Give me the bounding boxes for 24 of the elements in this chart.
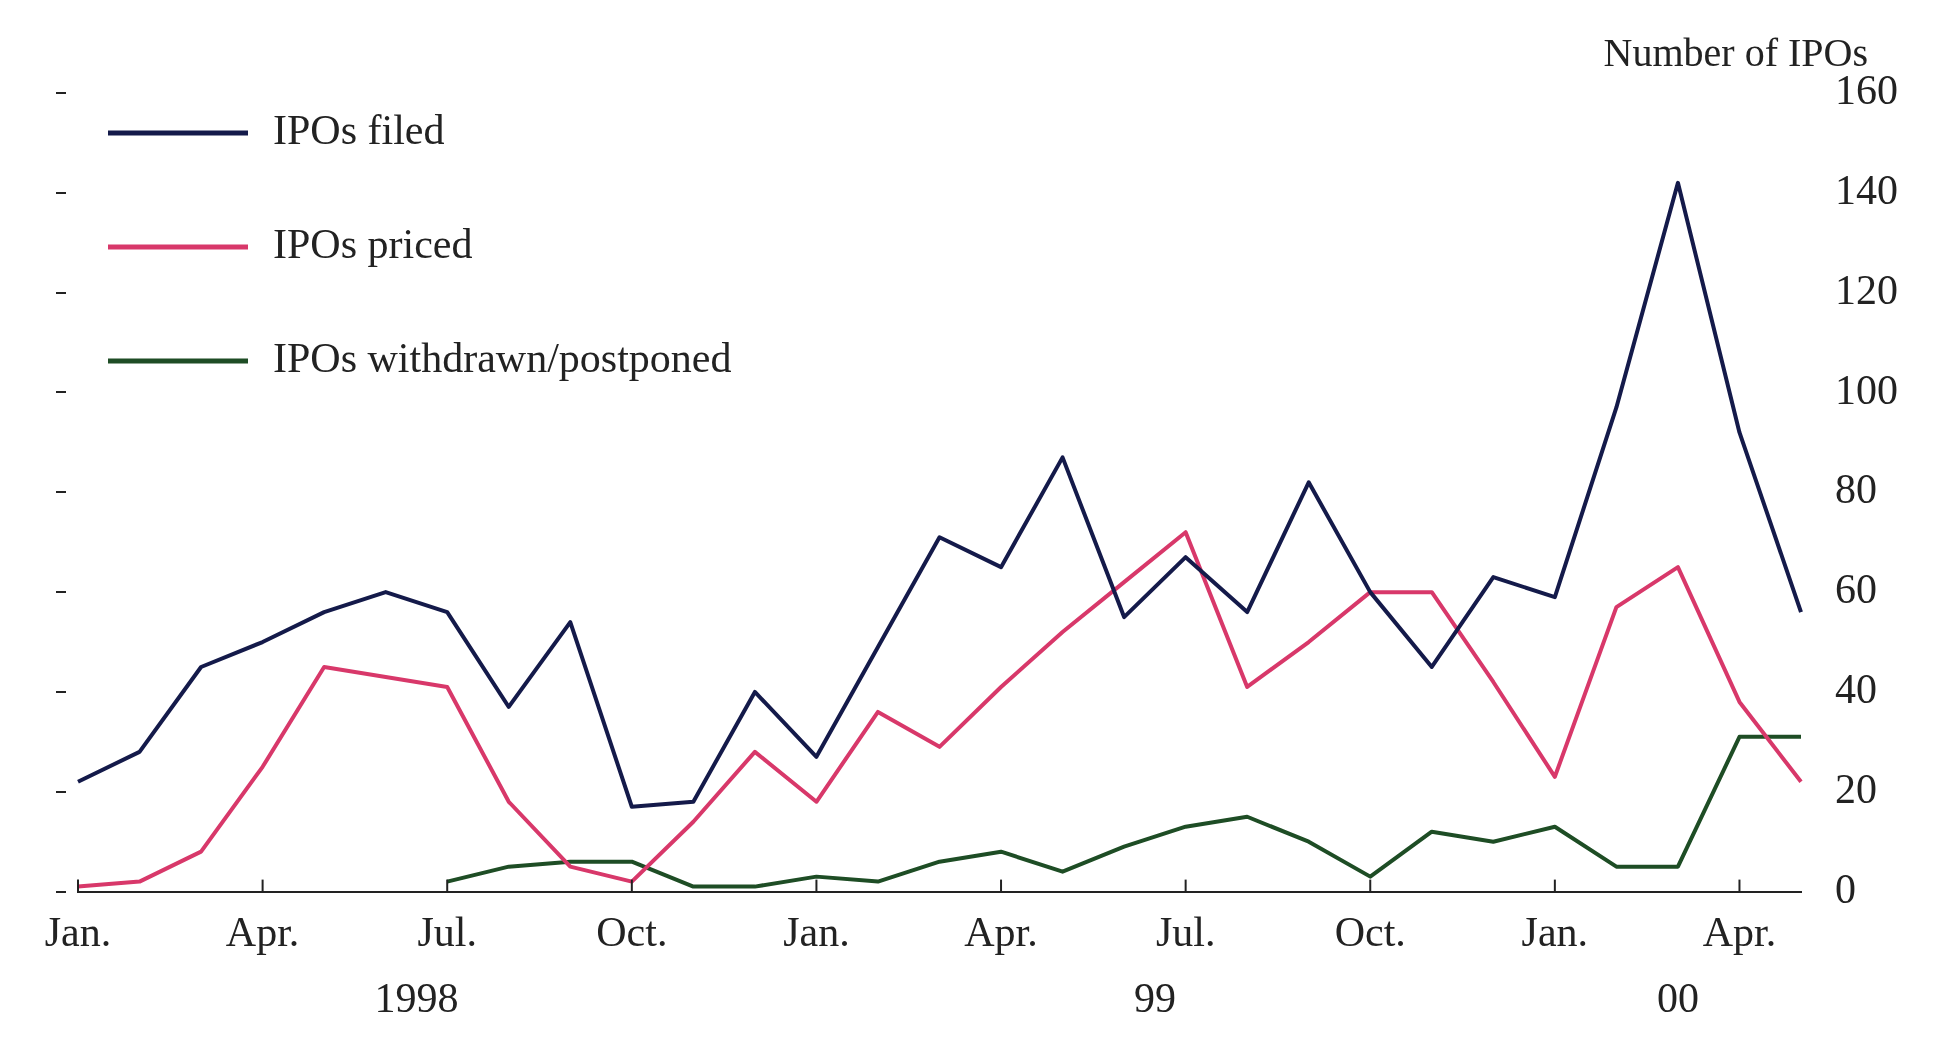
legend-label: IPOs priced xyxy=(273,221,473,268)
y-tick-label: 120 xyxy=(1835,266,1898,313)
x-tick-label: Jul. xyxy=(1155,908,1216,955)
y-tick-label: 20 xyxy=(1835,765,1877,812)
x-tick-label: Apr. xyxy=(964,908,1038,955)
x-tick-label: Jan. xyxy=(1521,908,1589,955)
text: 1998 xyxy=(374,974,459,1021)
x-tick-label: Apr. xyxy=(1702,908,1777,955)
x-tick-label: Jul. xyxy=(417,908,477,955)
x-tick-label: Oct. xyxy=(596,908,668,955)
y-tick-label: 100 xyxy=(1835,366,1898,413)
x-tick-label: Apr. xyxy=(225,908,300,955)
x-tick-label: Jan. xyxy=(44,908,112,955)
text: 00 xyxy=(1656,974,1699,1021)
y-tick-label: 60 xyxy=(1835,566,1877,613)
y-tick-label: 40 xyxy=(1835,665,1877,712)
y-tick-label: 80 xyxy=(1835,466,1877,513)
text: 99 xyxy=(1133,974,1176,1021)
legend-label: IPOs withdrawn/postponed xyxy=(273,335,732,382)
legend-label: IPOs filed xyxy=(273,107,445,154)
y-tick-label: 140 xyxy=(1835,166,1898,213)
y-tick-label: 0 xyxy=(1835,865,1856,912)
x-tick-label: Oct. xyxy=(1334,908,1406,955)
x-tick-label: Jan. xyxy=(783,908,850,955)
